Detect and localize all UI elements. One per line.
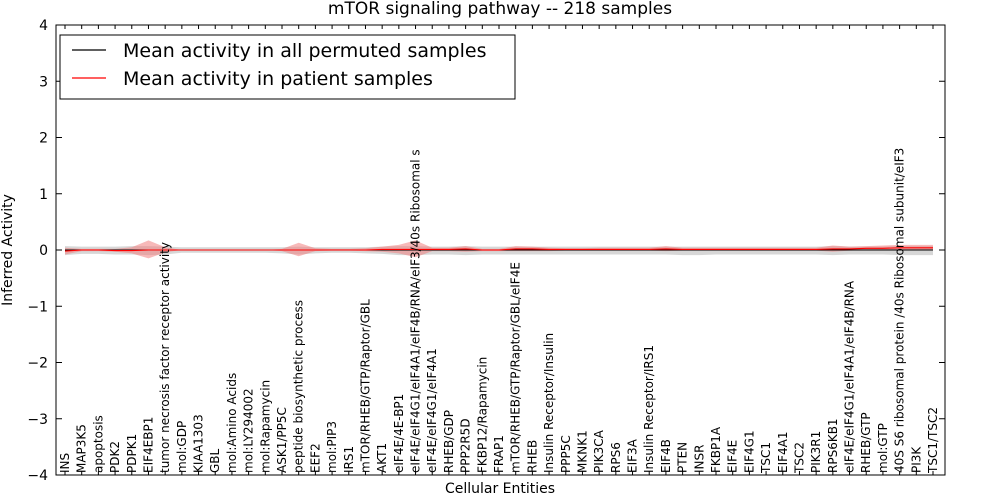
x-category-label: Insulin Receptor/Insulin bbox=[542, 333, 556, 473]
x-category-label: mTOR/RHEB/GTP/Raptor/GBL/eIF4E bbox=[509, 262, 523, 473]
x-category-label: EEF2 bbox=[308, 443, 322, 473]
x-axis-title: Cellular Entities bbox=[445, 481, 555, 497]
band-patient bbox=[65, 240, 933, 259]
x-category-label: EIF4E bbox=[726, 440, 740, 473]
y-tick-label: −2 bbox=[27, 356, 48, 372]
y-tick-label: 3 bbox=[39, 74, 48, 90]
x-category-label: RHEB/GTP bbox=[859, 412, 873, 473]
x-category-label: Insulin Receptor/IRS1 bbox=[642, 345, 656, 473]
y-tick-label: 4 bbox=[39, 18, 48, 34]
x-category-label: PIK3CA bbox=[592, 429, 606, 473]
chart-title: mTOR signaling pathway -- 218 samples bbox=[328, 0, 672, 19]
x-category-label: tumor necrosis factor receptor activity bbox=[158, 242, 172, 473]
x-category-label: KIAA1303 bbox=[192, 414, 206, 473]
x-category-label: PDPK1 bbox=[125, 434, 139, 473]
x-category-label: mol:GDP bbox=[175, 421, 189, 473]
x-category-label: INSR bbox=[692, 445, 706, 473]
x-category-label: PI3K bbox=[909, 446, 923, 473]
confidence-bands bbox=[65, 240, 933, 259]
y-tick-label: 2 bbox=[39, 131, 48, 147]
line-patient bbox=[64, 247, 933, 252]
x-category-label: EIF4B bbox=[659, 439, 673, 473]
x-category-label: PTEN bbox=[676, 442, 690, 473]
y-tick-label: −4 bbox=[27, 468, 48, 484]
x-category-label: ASK1/PP5C bbox=[275, 407, 289, 473]
x-category-label: IRS1 bbox=[342, 446, 356, 473]
x-category-label: mTOR/RHEB/GTP/Raptor/GBL bbox=[359, 299, 373, 473]
x-category-label: PPP5C bbox=[559, 435, 573, 473]
y-tick-label: −1 bbox=[27, 299, 48, 315]
x-category-label: mol:PIP3 bbox=[325, 421, 339, 473]
x-category-label: TSC1/TSC2 bbox=[926, 407, 940, 474]
x-category-label: eIF4E/eIF4G1/eIF4A1/eIF4B/RNA/eIF3/40s R… bbox=[409, 149, 423, 473]
x-category-label: FKBP12/Rapamycin bbox=[475, 357, 489, 473]
x-category-label: MKNK1 bbox=[576, 430, 590, 473]
x-category-label: mol:GTP bbox=[876, 423, 890, 473]
x-category-labels: INS MAP3K5 apoptosis PDK2 PDPK1 EIF4EBP1 tumor… bbox=[58, 25, 940, 475]
y-axis-title: Inferred Activity bbox=[0, 194, 16, 306]
y-ticks: 4 3 2 1 0 −1 −2 −3 −4 bbox=[27, 18, 945, 484]
x-category-label: FRAP1 bbox=[492, 435, 506, 473]
y-tick-label: 1 bbox=[39, 187, 48, 203]
x-category-label: FKBP1A bbox=[709, 426, 723, 473]
x-category-label: eIF4E/eIF4G1/eIF4A1 bbox=[425, 348, 439, 473]
legend-label-permuted: Mean activity in all permuted samples bbox=[123, 40, 486, 62]
x-category-label: TSC2 bbox=[793, 442, 807, 474]
x-category-label: EIF3A bbox=[626, 438, 640, 473]
x-category-label: eIF4E/4E-BP1 bbox=[392, 394, 406, 473]
x-category-label: RHEB bbox=[525, 440, 539, 473]
x-category-label: mol:Amino Acids bbox=[225, 373, 239, 473]
x-category-label: EIF4A1 bbox=[776, 431, 790, 473]
x-category-label: PPP2R5D bbox=[459, 418, 473, 473]
legend: Mean activity in all permuted samples Me… bbox=[59, 34, 516, 100]
x-category-label: RPS6 bbox=[609, 442, 623, 473]
x-category-label: AKT1 bbox=[375, 443, 389, 473]
x-category-label: MAP3K5 bbox=[75, 424, 89, 473]
x-category-label: apoptosis bbox=[91, 415, 105, 473]
x-category-label: mol:Rapamycin bbox=[258, 380, 272, 473]
x-category-label: RHEB/GDP bbox=[442, 410, 456, 473]
x-category-label: PDK2 bbox=[108, 441, 122, 473]
x-category-label: peptide biosynthetic process bbox=[292, 300, 306, 473]
x-category-label: PIK3R1 bbox=[809, 431, 823, 473]
x-category-label: EIF4EBP1 bbox=[142, 417, 156, 473]
y-tick-label: 0 bbox=[39, 243, 48, 259]
x-category-label: GBL bbox=[208, 448, 222, 473]
x-category-label: 40S S6 ribosomal protein /40s Ribosomal … bbox=[893, 148, 907, 473]
x-category-label: mol:LY294002 bbox=[242, 388, 256, 473]
x-category-label: INS bbox=[58, 453, 72, 473]
legend-box bbox=[59, 34, 516, 100]
x-category-label: TSC1 bbox=[759, 442, 773, 474]
series-lines bbox=[64, 247, 933, 252]
legend-label-patient: Mean activity in patient samples bbox=[123, 68, 433, 90]
x-category-label: EIF4G1 bbox=[742, 430, 756, 473]
y-tick-label: −3 bbox=[27, 412, 48, 428]
x-category-label: eIF4E/eIF4G1/eIF4A1/eIF4B/RNA bbox=[843, 280, 857, 473]
x-category-label: RPS6KB1 bbox=[826, 418, 840, 473]
